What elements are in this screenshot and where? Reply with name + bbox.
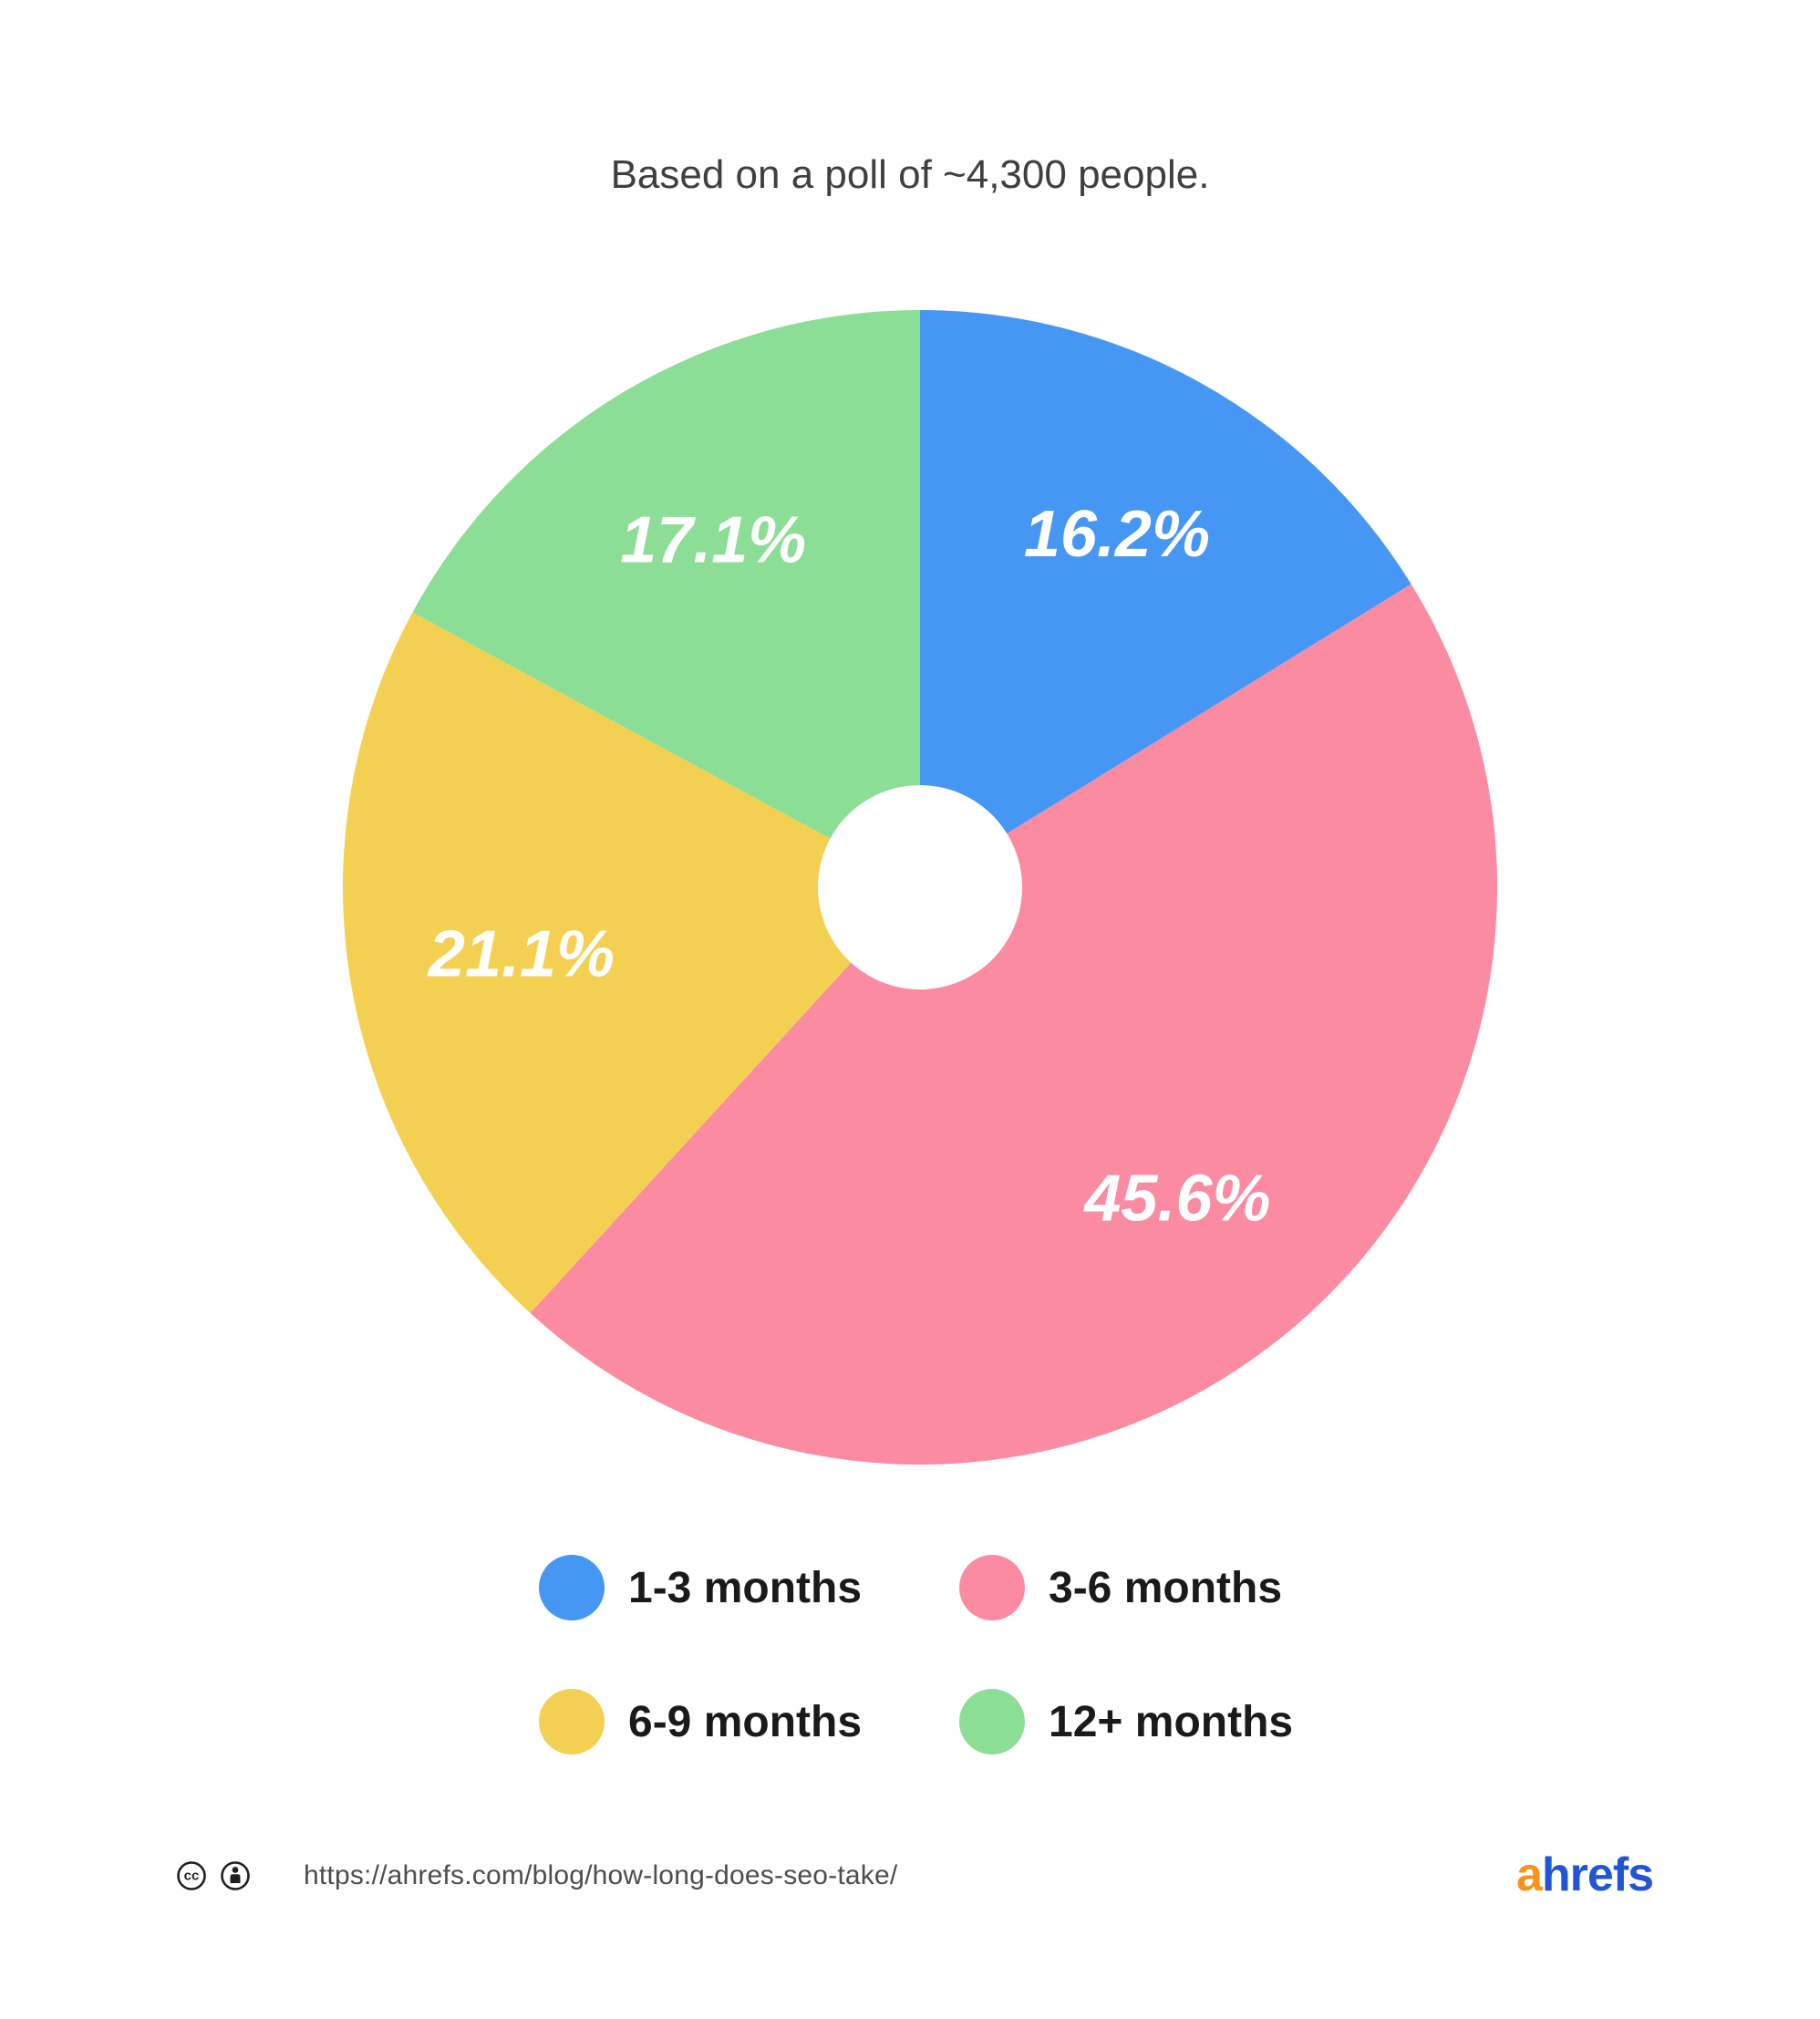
donut-hole	[818, 785, 1022, 989]
pie-label-3-6-months: 45.6%	[1082, 1162, 1270, 1235]
legend-dot-icon	[539, 1689, 605, 1755]
donut-chart: 16.2% 45.6% 21.1% 17.1%	[343, 310, 1497, 1465]
pie-slice-12-months	[412, 310, 920, 887]
legend-item-12-months: 12+ months	[959, 1689, 1293, 1755]
license-icons: cc	[177, 1861, 250, 1890]
pie-label-12-months: 17.1%	[620, 503, 806, 576]
legend-dot-icon	[959, 1555, 1025, 1620]
source-url: https://ahrefs.com/blog/how-long-does-se…	[304, 1860, 898, 1890]
pie-slice-6-9-months	[343, 612, 920, 1313]
legend-item-3-6-months: 3-6 months	[959, 1555, 1282, 1620]
ahrefs-logo-a: a	[1516, 1848, 1543, 1901]
attribution-icon	[221, 1861, 250, 1890]
ahrefs-logo: ahrefs	[1516, 1848, 1654, 1901]
legend-item-1-3-months: 1-3 months	[539, 1555, 862, 1620]
cc-icon: cc	[177, 1861, 206, 1890]
legend-label: 1-3 months	[628, 1563, 863, 1612]
pie-label-1-3-months: 16.2%	[1024, 498, 1210, 571]
legend-dot-icon	[539, 1555, 605, 1620]
ahrefs-logo-hrefs: hrefs	[1541, 1848, 1654, 1901]
legend-label: 12+ months	[1049, 1697, 1294, 1746]
svg-text:cc: cc	[184, 1869, 200, 1884]
legend-label: 3-6 months	[1049, 1563, 1283, 1612]
donut-chart-svg: 16.2% 45.6% 21.1% 17.1%	[343, 310, 1497, 1465]
legend-label: 6-9 months	[628, 1697, 863, 1746]
chart-title: Based on a poll of ~4,300 people.	[610, 152, 1210, 197]
legend-item-6-9-months: 6-9 months	[539, 1689, 862, 1755]
legend-dot-icon	[959, 1689, 1025, 1755]
pie-label-6-9-months: 21.1%	[427, 917, 615, 990]
pie-slice-3-6-months	[530, 584, 1497, 1465]
pie-slice-1-3-months	[920, 310, 1412, 887]
